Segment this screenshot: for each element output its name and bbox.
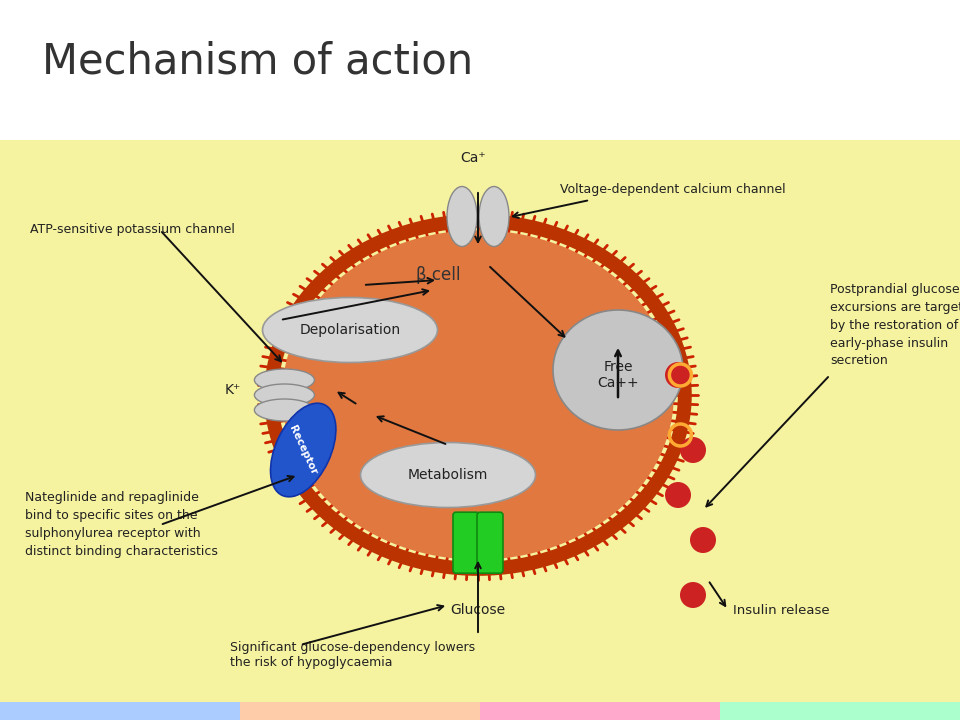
Ellipse shape xyxy=(254,384,314,406)
Text: Depolarisation: Depolarisation xyxy=(300,323,400,337)
Text: β cell: β cell xyxy=(416,266,460,284)
Ellipse shape xyxy=(553,310,683,430)
Text: (+): (+) xyxy=(383,279,403,292)
Circle shape xyxy=(690,527,716,553)
Ellipse shape xyxy=(271,403,336,497)
Bar xyxy=(240,702,480,720)
Bar xyxy=(480,702,720,720)
Text: Significant glucose-dependency lowers
the risk of hypoglycaemia: Significant glucose-dependency lowers th… xyxy=(230,641,475,669)
FancyBboxPatch shape xyxy=(453,512,479,573)
Text: K⁺: K⁺ xyxy=(225,383,241,397)
Text: Nateglinide and repaglinide
bind to specific sites on the
sulphonylurea receptor: Nateglinide and repaglinide bind to spec… xyxy=(25,492,218,559)
Bar xyxy=(720,702,960,720)
Text: ATP-sensitive potassium channel: ATP-sensitive potassium channel xyxy=(30,223,235,236)
Text: Glucose: Glucose xyxy=(450,603,506,617)
Text: Insulin release: Insulin release xyxy=(733,603,829,616)
Circle shape xyxy=(680,437,706,463)
Text: (−): (−) xyxy=(363,398,383,412)
Ellipse shape xyxy=(361,443,536,508)
Circle shape xyxy=(680,582,706,608)
Circle shape xyxy=(665,482,691,508)
Ellipse shape xyxy=(262,297,438,362)
Text: [ATP]
[ADP]: [ATP] [ADP] xyxy=(391,395,425,425)
Ellipse shape xyxy=(282,230,674,559)
Text: Voltage-dependent calcium channel: Voltage-dependent calcium channel xyxy=(560,184,785,197)
Text: Metabolism: Metabolism xyxy=(408,468,489,482)
Bar xyxy=(0,0,960,140)
Ellipse shape xyxy=(254,399,314,421)
Text: Free
Ca++: Free Ca++ xyxy=(597,360,638,390)
Ellipse shape xyxy=(479,186,509,246)
Text: Mechanism of action: Mechanism of action xyxy=(42,41,473,83)
Ellipse shape xyxy=(447,186,477,246)
Text: Postprandial glucose
excursions are targeted
by the restoration of
early-phase i: Postprandial glucose excursions are targ… xyxy=(830,282,960,367)
Bar xyxy=(0,702,240,720)
FancyBboxPatch shape xyxy=(477,512,503,573)
Text: Ca⁺: Ca⁺ xyxy=(460,150,486,165)
Bar xyxy=(0,140,960,720)
Circle shape xyxy=(665,362,691,388)
Ellipse shape xyxy=(254,369,314,391)
Text: Receptor: Receptor xyxy=(287,423,319,477)
